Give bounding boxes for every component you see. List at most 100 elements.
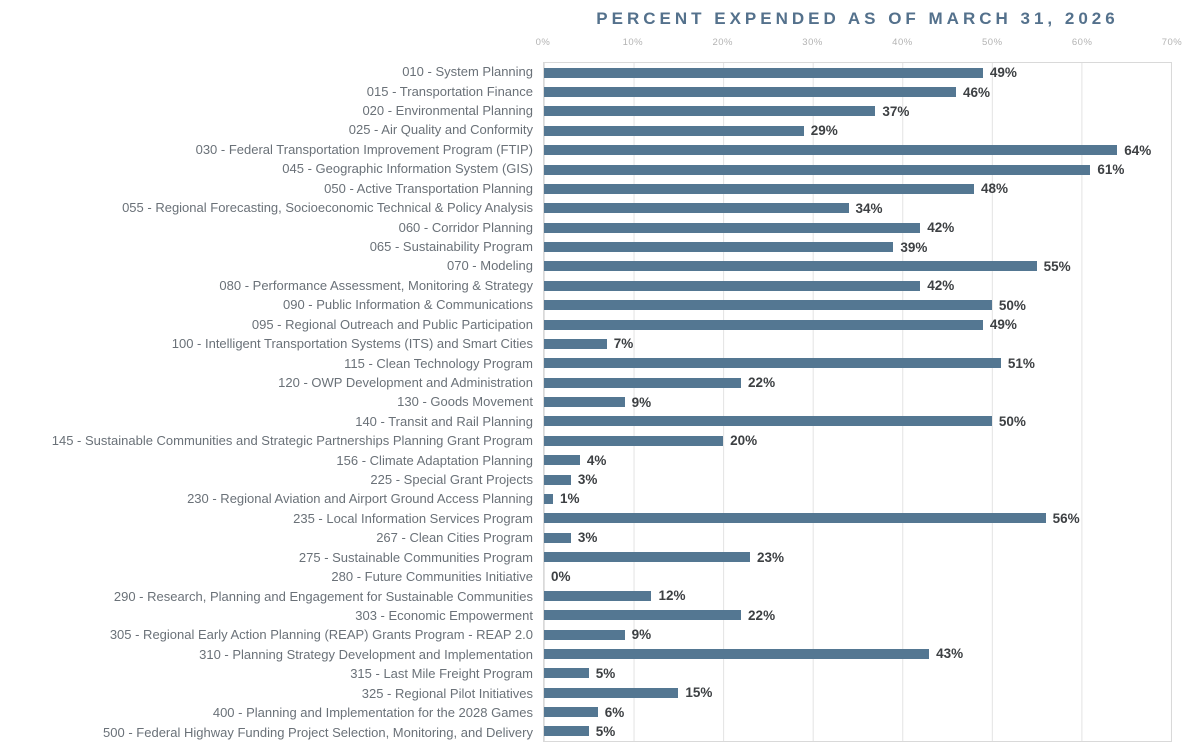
category-labels: 010 - System Planning 015 - Transportatio… (0, 62, 533, 742)
bar-row: 34% (544, 199, 1171, 218)
bar-row: 15% (544, 683, 1171, 702)
bar (544, 300, 992, 311)
bar (544, 358, 1001, 369)
bar-row: 56% (544, 509, 1171, 528)
category-label: 010 - System Planning (402, 64, 533, 80)
x-tick-label: 50% (982, 37, 1003, 48)
bar-value-label: 49% (989, 317, 1017, 333)
category-label: 030 - Federal Transportation Improvement… (195, 141, 533, 157)
category-label: 070 - Modeling (447, 258, 533, 274)
category-label: 325 - Regional Pilot Initiatives (361, 685, 533, 701)
bar-row: 49% (544, 63, 1171, 82)
bar-value-label: 61% (1097, 162, 1125, 178)
plot-rows: 49% 46% 37% 29% 64% 61% 48% 34% 42% 39% 55% 42% 50% 4… (544, 63, 1171, 741)
category-label: 140 - Transit and Rail Planning (355, 413, 533, 429)
bar-value-label: 20% (730, 433, 758, 449)
category-label: 100 - Intelligent Transportation Systems… (171, 336, 533, 352)
bar-row: 50% (544, 412, 1171, 431)
bar (544, 493, 553, 504)
x-tick-label: 40% (892, 37, 913, 48)
bar (544, 106, 876, 117)
category-label: 060 - Corridor Planning (398, 219, 533, 235)
bar-row: 5% (544, 664, 1171, 683)
bar-row: 51% (544, 354, 1171, 373)
bar-row: 3% (544, 470, 1171, 489)
bar-row: 46% (544, 82, 1171, 101)
bar-value-label: 37% (882, 103, 910, 119)
bar-row: 22% (544, 373, 1171, 392)
bar-row: 42% (544, 218, 1171, 237)
category-label: 275 - Sustainable Communities Program (298, 549, 533, 565)
plot-area: 49% 46% 37% 29% 64% 61% 48% 34% 42% 39% 55% 42% 50% 4… (543, 62, 1172, 742)
bar (544, 397, 625, 408)
bar-value-label: 55% (1043, 258, 1071, 274)
bar-value-label: 34% (855, 200, 883, 216)
bar (544, 222, 921, 233)
bar-row: 64% (544, 141, 1171, 160)
category-label: 025 - Air Quality and Conformity (348, 122, 533, 138)
bar-value-label: 56% (1052, 510, 1080, 526)
bar-row: 39% (544, 237, 1171, 256)
bar-row: 49% (544, 315, 1171, 334)
bar-value-label: 39% (900, 239, 928, 255)
category-label: 310 - Planning Strategy Development and … (199, 646, 533, 662)
bar-value-label: 50% (998, 297, 1026, 313)
bar-value-label: 0% (551, 568, 571, 584)
category-label: 500 - Federal Highway Funding Project Se… (103, 724, 533, 740)
bar-row: 48% (544, 179, 1171, 198)
bar (544, 67, 983, 78)
bar-value-label: 64% (1124, 142, 1152, 158)
bar-value-label: 49% (989, 65, 1017, 81)
bar-value-label: 3% (577, 472, 598, 488)
chart-title: PERCENT EXPENDED AS OF MARCH 31, 2026 (596, 9, 1119, 28)
category-label: 225 - Special Grant Projects (370, 472, 533, 488)
category-label: 120 - OWP Development and Administration (278, 374, 533, 390)
category-label: 090 - Public Information & Communication… (282, 297, 533, 313)
bar-row: 4% (544, 451, 1171, 470)
bar (544, 610, 742, 621)
category-label: 115 - Clean Technology Program (344, 355, 533, 371)
category-label: 267 - Clean Cities Program (376, 530, 533, 546)
category-label: 315 - Last Mile Freight Program (350, 666, 533, 682)
bar (544, 455, 580, 466)
bar (544, 338, 607, 349)
x-tick-label: 0% (535, 37, 551, 48)
bar-value-label: 50% (998, 413, 1026, 429)
bar-row: 5% (544, 722, 1171, 741)
bar-value-label: 9% (631, 627, 652, 643)
bar-value-label: 42% (927, 278, 955, 294)
bar (544, 145, 1118, 156)
bar-value-label: 43% (936, 646, 964, 662)
category-label: 230 - Regional Aviation and Airport Grou… (187, 491, 533, 507)
x-tick-label: 70% (1161, 37, 1183, 48)
bar-row: 50% (544, 296, 1171, 315)
bar-value-label: 3% (577, 530, 598, 546)
bar (544, 435, 724, 446)
category-label: 400 - Planning and Implementation for th… (212, 705, 533, 721)
category-label: 280 - Future Communities Initiative (331, 569, 533, 585)
bar-row: 20% (544, 431, 1171, 450)
bar-row: 29% (544, 121, 1171, 140)
bar (544, 648, 930, 659)
bar-row: 43% (544, 644, 1171, 663)
bar-value-label: 7% (613, 336, 634, 352)
bar-value-label: 5% (595, 723, 616, 739)
bar (544, 687, 679, 698)
bar (544, 513, 1046, 524)
x-tick-label: 30% (802, 37, 823, 48)
bar (544, 629, 625, 640)
bar (544, 416, 992, 427)
bar-value-label: 12% (658, 588, 686, 604)
bar (544, 319, 983, 330)
bar-value-label: 42% (927, 220, 955, 236)
category-label: 156 - Climate Adaptation Planning (336, 452, 533, 468)
bar-row: 7% (544, 334, 1171, 353)
bar-row: 37% (544, 102, 1171, 121)
bar (544, 164, 1091, 175)
bar (544, 87, 957, 98)
bar-value-label: 23% (757, 549, 785, 565)
bar (544, 668, 589, 679)
bar (544, 552, 750, 563)
bar (544, 183, 974, 194)
